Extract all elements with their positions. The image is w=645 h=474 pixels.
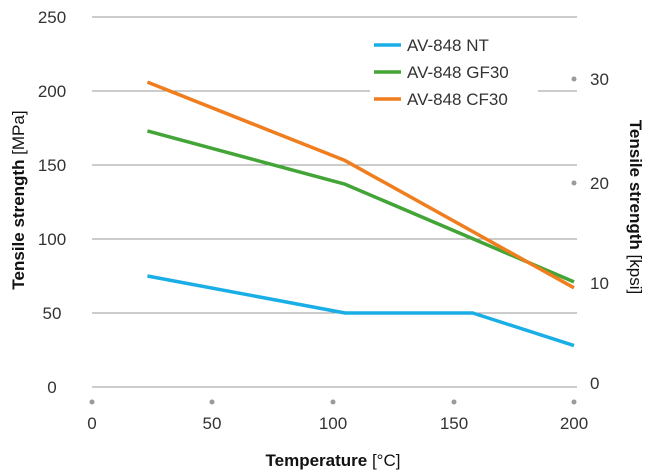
x-tick-dot [330,399,336,405]
legend-label-nt: AV-848 NT [407,36,489,55]
y-axis-right-title-main: Tensile strength [626,120,645,250]
y-right-tick-label: 20 [590,174,609,193]
y-axis-left-title: Tensile strength [MPa] [9,110,28,289]
series-line-cf30 [146,80,575,290]
x-tick-label: 50 [203,414,222,433]
x-tick-label: 0 [87,414,96,433]
y-axis-right-title-unit: [kpsi] [626,250,645,294]
series-line-gf30 [146,129,575,284]
y-right-tick-dot [571,76,577,82]
y-left-tick-label: 150 [38,156,66,175]
x-axis-title-main: Temperature [266,451,368,470]
x-tick-label: 200 [560,414,588,433]
x-axis-title-unit: [°C] [367,451,400,470]
y-right-tick-label: 0 [590,374,599,393]
x-tick-dot [571,399,577,405]
x-axis-title: Temperature [°C] [266,451,401,470]
y-right-tick-label: 30 [590,70,609,89]
y-left-tick-label: 250 [38,8,66,27]
y-axis-right: 0 10 20 30 [571,70,609,393]
y-right-tick-dot [571,180,577,186]
series-layer [146,80,575,348]
y-left-tick-label: 100 [38,230,66,249]
y-axis-left: 0 50 100 150 200 250 [38,8,66,397]
x-tick-label: 100 [319,414,347,433]
x-tick-dot [451,399,457,405]
y-left-tick-label: 0 [47,378,56,397]
x-axis: 0 50 100 150 200 [87,399,588,433]
legend-label-gf30: AV-848 GF30 [407,63,509,82]
legend-label-cf30: AV-848 CF30 [407,90,508,109]
y-axis-left-title-main: Tensile strength [9,160,28,290]
y-left-tick-label: 50 [43,304,62,323]
x-tick-dot [89,399,95,405]
series-line-nt [147,274,575,348]
x-tick-label: 150 [440,414,468,433]
y-left-tick-label: 200 [38,82,66,101]
y-axis-left-title-unit: [MPa] [9,110,28,159]
y-right-tick-label: 10 [590,274,609,293]
x-tick-dot [209,399,215,405]
y-axis-right-title: Tensile strength [kpsi] [626,120,645,294]
legend: AV-848 NT AV-848 GF30 AV-848 CF30 [374,36,509,109]
